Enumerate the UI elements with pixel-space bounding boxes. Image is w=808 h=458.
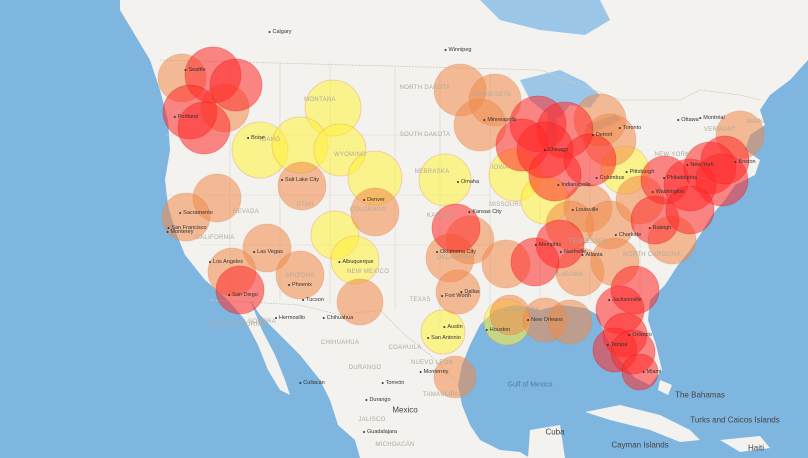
us-canada-border xyxy=(159,59,761,101)
bubble-marker[interactable] xyxy=(431,203,481,253)
bubble-marker[interactable] xyxy=(621,353,659,391)
bubble-marker[interactable] xyxy=(275,250,325,300)
hispaniola xyxy=(720,436,770,452)
yucatan xyxy=(528,425,565,458)
bubble-marker[interactable] xyxy=(435,269,481,315)
bubble-marker[interactable] xyxy=(161,192,211,242)
bahamas xyxy=(658,380,672,395)
bubble-marker[interactable] xyxy=(665,185,715,235)
cuba xyxy=(585,405,700,442)
bubble-marker[interactable] xyxy=(336,278,384,326)
bubble-marker[interactable] xyxy=(433,355,477,399)
bubble-marker[interactable] xyxy=(350,187,400,237)
bubble-marker[interactable] xyxy=(209,58,263,112)
bubble-marker[interactable] xyxy=(418,153,472,207)
bubble-marker[interactable] xyxy=(330,235,380,285)
bubble-marker[interactable] xyxy=(277,161,327,211)
bubble-marker[interactable] xyxy=(510,237,560,287)
bubble-marker[interactable] xyxy=(700,135,750,185)
bubble-marker[interactable] xyxy=(495,118,549,172)
bubble-marker[interactable] xyxy=(177,101,231,155)
hudson-bay xyxy=(480,0,610,35)
bubble-marker[interactable] xyxy=(215,265,265,315)
bubble-marker[interactable] xyxy=(242,223,292,273)
bubble-marker[interactable] xyxy=(420,309,466,355)
bubble-marker[interactable] xyxy=(528,148,582,202)
bubble-marker[interactable] xyxy=(547,299,593,345)
